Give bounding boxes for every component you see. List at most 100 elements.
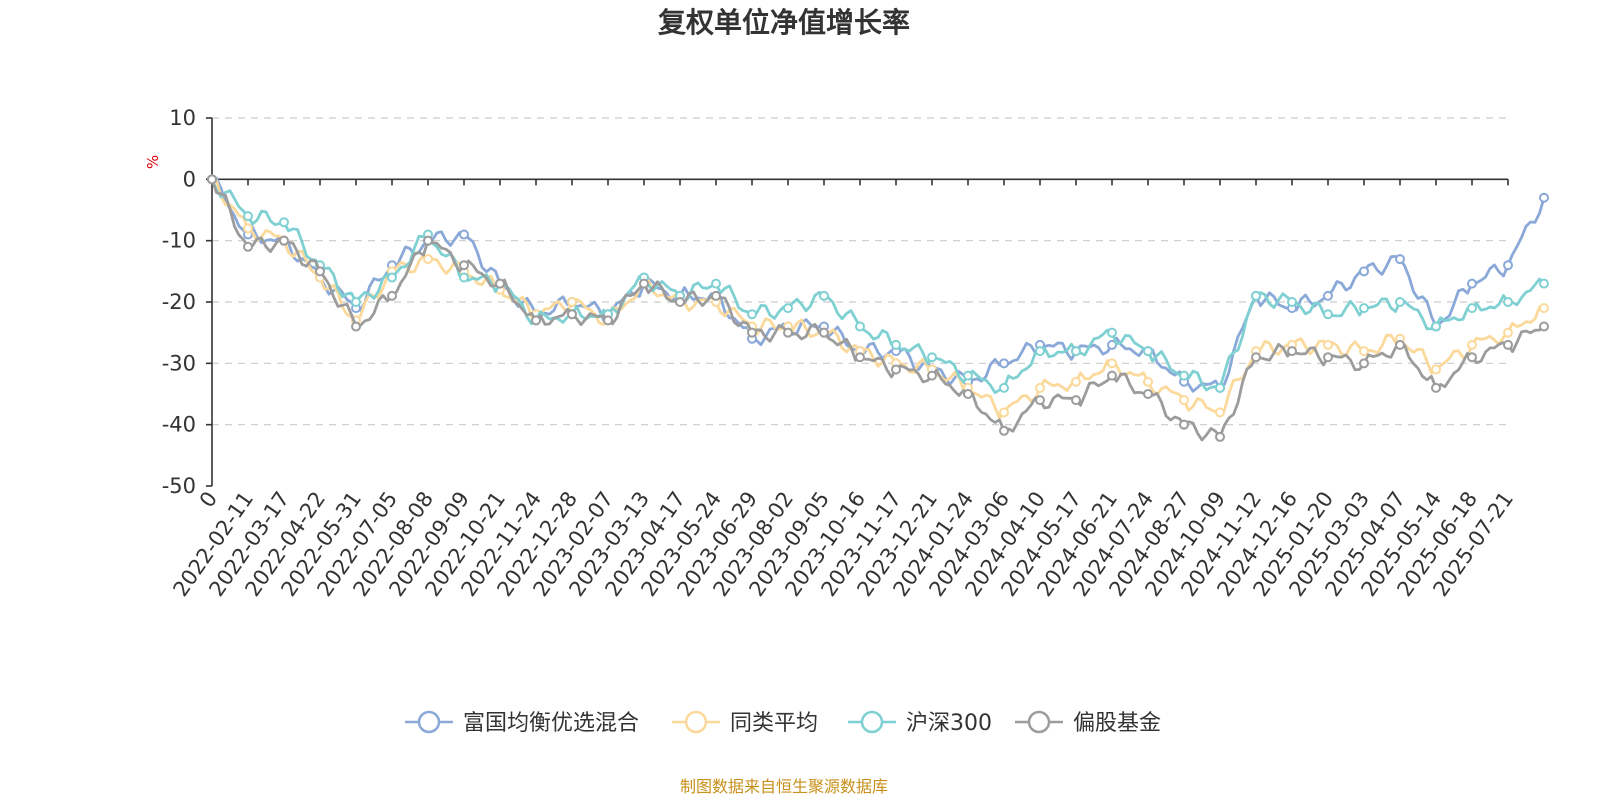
series-point bbox=[999, 358, 1009, 369]
series-point bbox=[423, 235, 433, 246]
series-point bbox=[963, 389, 973, 399]
series-point bbox=[1287, 346, 1297, 357]
series-point bbox=[1143, 376, 1153, 387]
legend-item[interactable]: 偏股基金 bbox=[1015, 710, 1161, 736]
series-line bbox=[210, 176, 1546, 393]
y-tick-label: -20 bbox=[162, 290, 196, 314]
series-point bbox=[927, 352, 937, 363]
series-point bbox=[1251, 290, 1261, 301]
series-point bbox=[459, 229, 469, 240]
axes: 100-10-20-30-40-5002022-02-112022-03-172… bbox=[162, 106, 1518, 601]
series-point bbox=[1467, 278, 1477, 289]
series-point bbox=[819, 327, 829, 338]
series-point bbox=[675, 297, 685, 307]
series-point bbox=[711, 290, 721, 301]
series-point bbox=[783, 327, 793, 338]
legend[interactable]: 富国均衡优选混合 同类平均 沪深300 偏股基金 bbox=[405, 710, 1161, 736]
series-point bbox=[1431, 321, 1441, 332]
series-point bbox=[1359, 303, 1369, 314]
series-point bbox=[351, 297, 361, 307]
series-point bbox=[747, 327, 757, 338]
series-line bbox=[210, 177, 1546, 395]
legend-item[interactable]: 沪深300 bbox=[848, 710, 992, 736]
legend-circle-icon bbox=[860, 710, 884, 734]
series-point bbox=[1071, 395, 1081, 406]
x-tick-label: 0 bbox=[195, 487, 222, 512]
series-point bbox=[567, 297, 577, 307]
series-point bbox=[1107, 358, 1117, 369]
series-point bbox=[1395, 297, 1405, 307]
series-point bbox=[891, 339, 901, 350]
series-point bbox=[1071, 376, 1081, 387]
series-point bbox=[999, 382, 1009, 393]
series-point bbox=[1395, 254, 1405, 265]
series-point bbox=[1467, 303, 1477, 314]
legend-label: 富国均衡优选混合 bbox=[463, 711, 639, 736]
legend-label: 沪深300 bbox=[906, 711, 992, 736]
series-point bbox=[243, 211, 253, 222]
series-point bbox=[1503, 297, 1513, 307]
legend-item[interactable]: 富国均衡优选混合 bbox=[405, 710, 639, 736]
series-point bbox=[1035, 395, 1045, 406]
series-point bbox=[207, 174, 217, 185]
chart-title: 复权单位净值增长率 bbox=[658, 6, 910, 39]
legend-circle-icon bbox=[417, 710, 441, 734]
series-point bbox=[243, 223, 253, 234]
source-note: 制图数据来自恒生聚源数据库 bbox=[680, 777, 888, 796]
series-point bbox=[423, 254, 433, 265]
series-point bbox=[1143, 389, 1153, 399]
series-point bbox=[1503, 260, 1513, 271]
series-point bbox=[747, 309, 757, 320]
series-point bbox=[495, 278, 505, 289]
legend-item[interactable]: 同类平均 bbox=[672, 710, 818, 736]
series-point bbox=[531, 315, 541, 326]
series-point bbox=[891, 364, 901, 375]
series-point bbox=[1539, 321, 1549, 332]
series-line bbox=[210, 177, 1546, 420]
series-point bbox=[1107, 370, 1117, 381]
series-point bbox=[459, 260, 469, 271]
series-point bbox=[1539, 303, 1549, 314]
series-point bbox=[1071, 346, 1081, 357]
series-line bbox=[210, 177, 1546, 442]
legend-circle-icon bbox=[1027, 710, 1051, 734]
series-point bbox=[999, 425, 1009, 436]
series-point bbox=[927, 370, 937, 381]
series-point bbox=[387, 290, 397, 301]
series-point bbox=[999, 407, 1009, 418]
series-point bbox=[1539, 192, 1549, 203]
series-point bbox=[1251, 352, 1261, 363]
series-point bbox=[351, 321, 361, 332]
legend-label: 偏股基金 bbox=[1073, 711, 1161, 736]
y-tick-label: -50 bbox=[162, 474, 196, 498]
series-point bbox=[1467, 352, 1477, 363]
series-point bbox=[1503, 339, 1513, 350]
series-point bbox=[1323, 339, 1333, 350]
series-point bbox=[279, 235, 289, 246]
series-point bbox=[1035, 346, 1045, 357]
series-point bbox=[963, 370, 973, 381]
series-point bbox=[1179, 395, 1189, 406]
series-point bbox=[315, 266, 325, 277]
y-tick-label: 10 bbox=[169, 106, 196, 130]
series-point bbox=[1179, 419, 1189, 430]
legend-circle-icon bbox=[684, 710, 708, 734]
series-point bbox=[1215, 431, 1225, 442]
series-point bbox=[1107, 327, 1117, 338]
series-point bbox=[279, 217, 289, 228]
series-point bbox=[1035, 382, 1045, 393]
series-point bbox=[1539, 278, 1549, 289]
series-point bbox=[855, 321, 865, 332]
series-point bbox=[1359, 358, 1369, 369]
series-point bbox=[1431, 364, 1441, 375]
series-point bbox=[1431, 382, 1441, 393]
series-point bbox=[1323, 290, 1333, 301]
y-tick-label: -10 bbox=[162, 229, 196, 253]
series-point bbox=[459, 272, 469, 283]
series-point bbox=[783, 303, 793, 314]
series-point bbox=[1323, 352, 1333, 363]
series-point bbox=[1179, 370, 1189, 381]
series-point bbox=[711, 278, 721, 289]
series-point bbox=[639, 278, 649, 289]
